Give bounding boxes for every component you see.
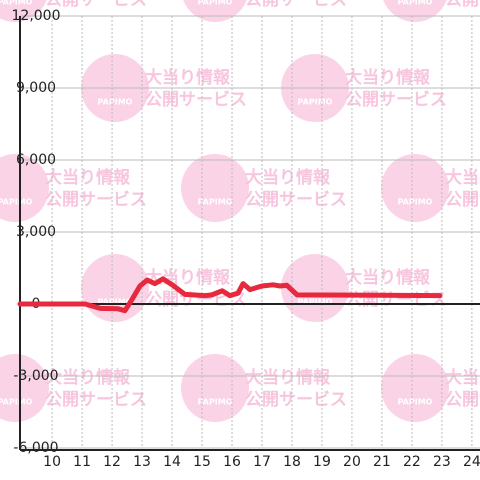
- x-tick-label: 20: [343, 454, 361, 470]
- watermark-line2: 公開サービス: [45, 390, 147, 410]
- watermark-line1: 大当り情報: [45, 167, 131, 188]
- watermark-circle: [381, 154, 449, 222]
- watermark-circle: [181, 154, 249, 222]
- watermark-circle: [0, 0, 47, 22]
- watermark-line2: 公開サービス: [445, 0, 480, 10]
- x-tick-label: 16: [223, 454, 241, 470]
- x-tick-label: 19: [313, 454, 331, 470]
- watermark-brand: PAPIMO: [0, 0, 33, 7]
- watermark-brand: PAPIMO: [398, 398, 433, 407]
- x-tick-label: 18: [283, 454, 301, 470]
- watermark-line1: 大当り情報: [345, 267, 431, 288]
- watermark-line2: 公開サービス: [445, 190, 480, 210]
- watermark-brand: PAPIMO: [398, 0, 433, 7]
- x-tick-label: 10: [43, 454, 61, 470]
- watermark-line1: 大当り情報: [245, 167, 331, 188]
- watermark-brand: PAPIMO: [98, 298, 133, 307]
- x-tick-label: 15: [193, 454, 211, 470]
- watermark-line1: 大当り情報: [45, 367, 131, 388]
- watermark-line1: 大当り情報: [145, 67, 231, 88]
- grid: [20, 15, 480, 449]
- watermark-line2: 公開サービス: [245, 390, 347, 410]
- y-tick-label: -6,000: [13, 440, 58, 456]
- watermark-brand: PAPIMO: [198, 198, 233, 207]
- watermark-brand: PAPIMO: [298, 298, 333, 307]
- watermark-line1: 大当り情報: [445, 367, 480, 388]
- x-tick-label: 14: [163, 454, 181, 470]
- watermark-brand: PAPIMO: [298, 98, 333, 107]
- data-line: [17, 276, 443, 314]
- x-tick-label: 11: [73, 454, 91, 470]
- watermark-line2: 公開サービス: [245, 0, 347, 10]
- watermark-line2: 公開サービス: [345, 90, 447, 110]
- x-tick-label: 13: [133, 454, 151, 470]
- x-tick-label: 22: [403, 454, 421, 470]
- watermark-line1: 大当り情報: [445, 167, 480, 188]
- watermark-line1: 大当り情報: [245, 367, 331, 388]
- y-tick-label: 6,000: [16, 152, 56, 168]
- watermark-line2: 公開サービス: [145, 90, 247, 110]
- watermark-brand: PAPIMO: [398, 198, 433, 207]
- y-tick-label: 3,000: [16, 224, 56, 240]
- watermark-circle: [181, 354, 249, 422]
- watermark-circle: [0, 154, 49, 222]
- watermark-line2: 公開サービス: [45, 190, 147, 210]
- watermark-circle: [381, 354, 449, 422]
- watermark-line2: 公開サービス: [245, 190, 347, 210]
- watermark-brand: PAPIMO: [98, 98, 133, 107]
- x-tick-label: 23: [433, 454, 451, 470]
- watermark-brand: PAPIMO: [198, 398, 233, 407]
- watermark-line1: 大当り情報: [145, 267, 231, 288]
- watermark-brand: PAPIMO: [0, 398, 33, 407]
- x-tick-label: 12: [103, 454, 121, 470]
- y-tick-label: 9,000: [16, 80, 56, 96]
- x-tick-label: 17: [253, 454, 271, 470]
- y-tick-label: 12,000: [12, 8, 61, 24]
- watermark-circle: [0, 354, 49, 422]
- watermark-brand: PAPIMO: [0, 198, 33, 207]
- watermark-line1: 大当り情報: [345, 67, 431, 88]
- x-tick-label: 24: [463, 454, 480, 470]
- watermark-line2: 公開サービス: [45, 0, 147, 10]
- watermark-brand: PAPIMO: [198, 0, 233, 7]
- x-tick-label: 21: [373, 454, 391, 470]
- watermark-line2: 公開サービス: [445, 390, 480, 410]
- y-tick-label: -3,000: [13, 368, 58, 384]
